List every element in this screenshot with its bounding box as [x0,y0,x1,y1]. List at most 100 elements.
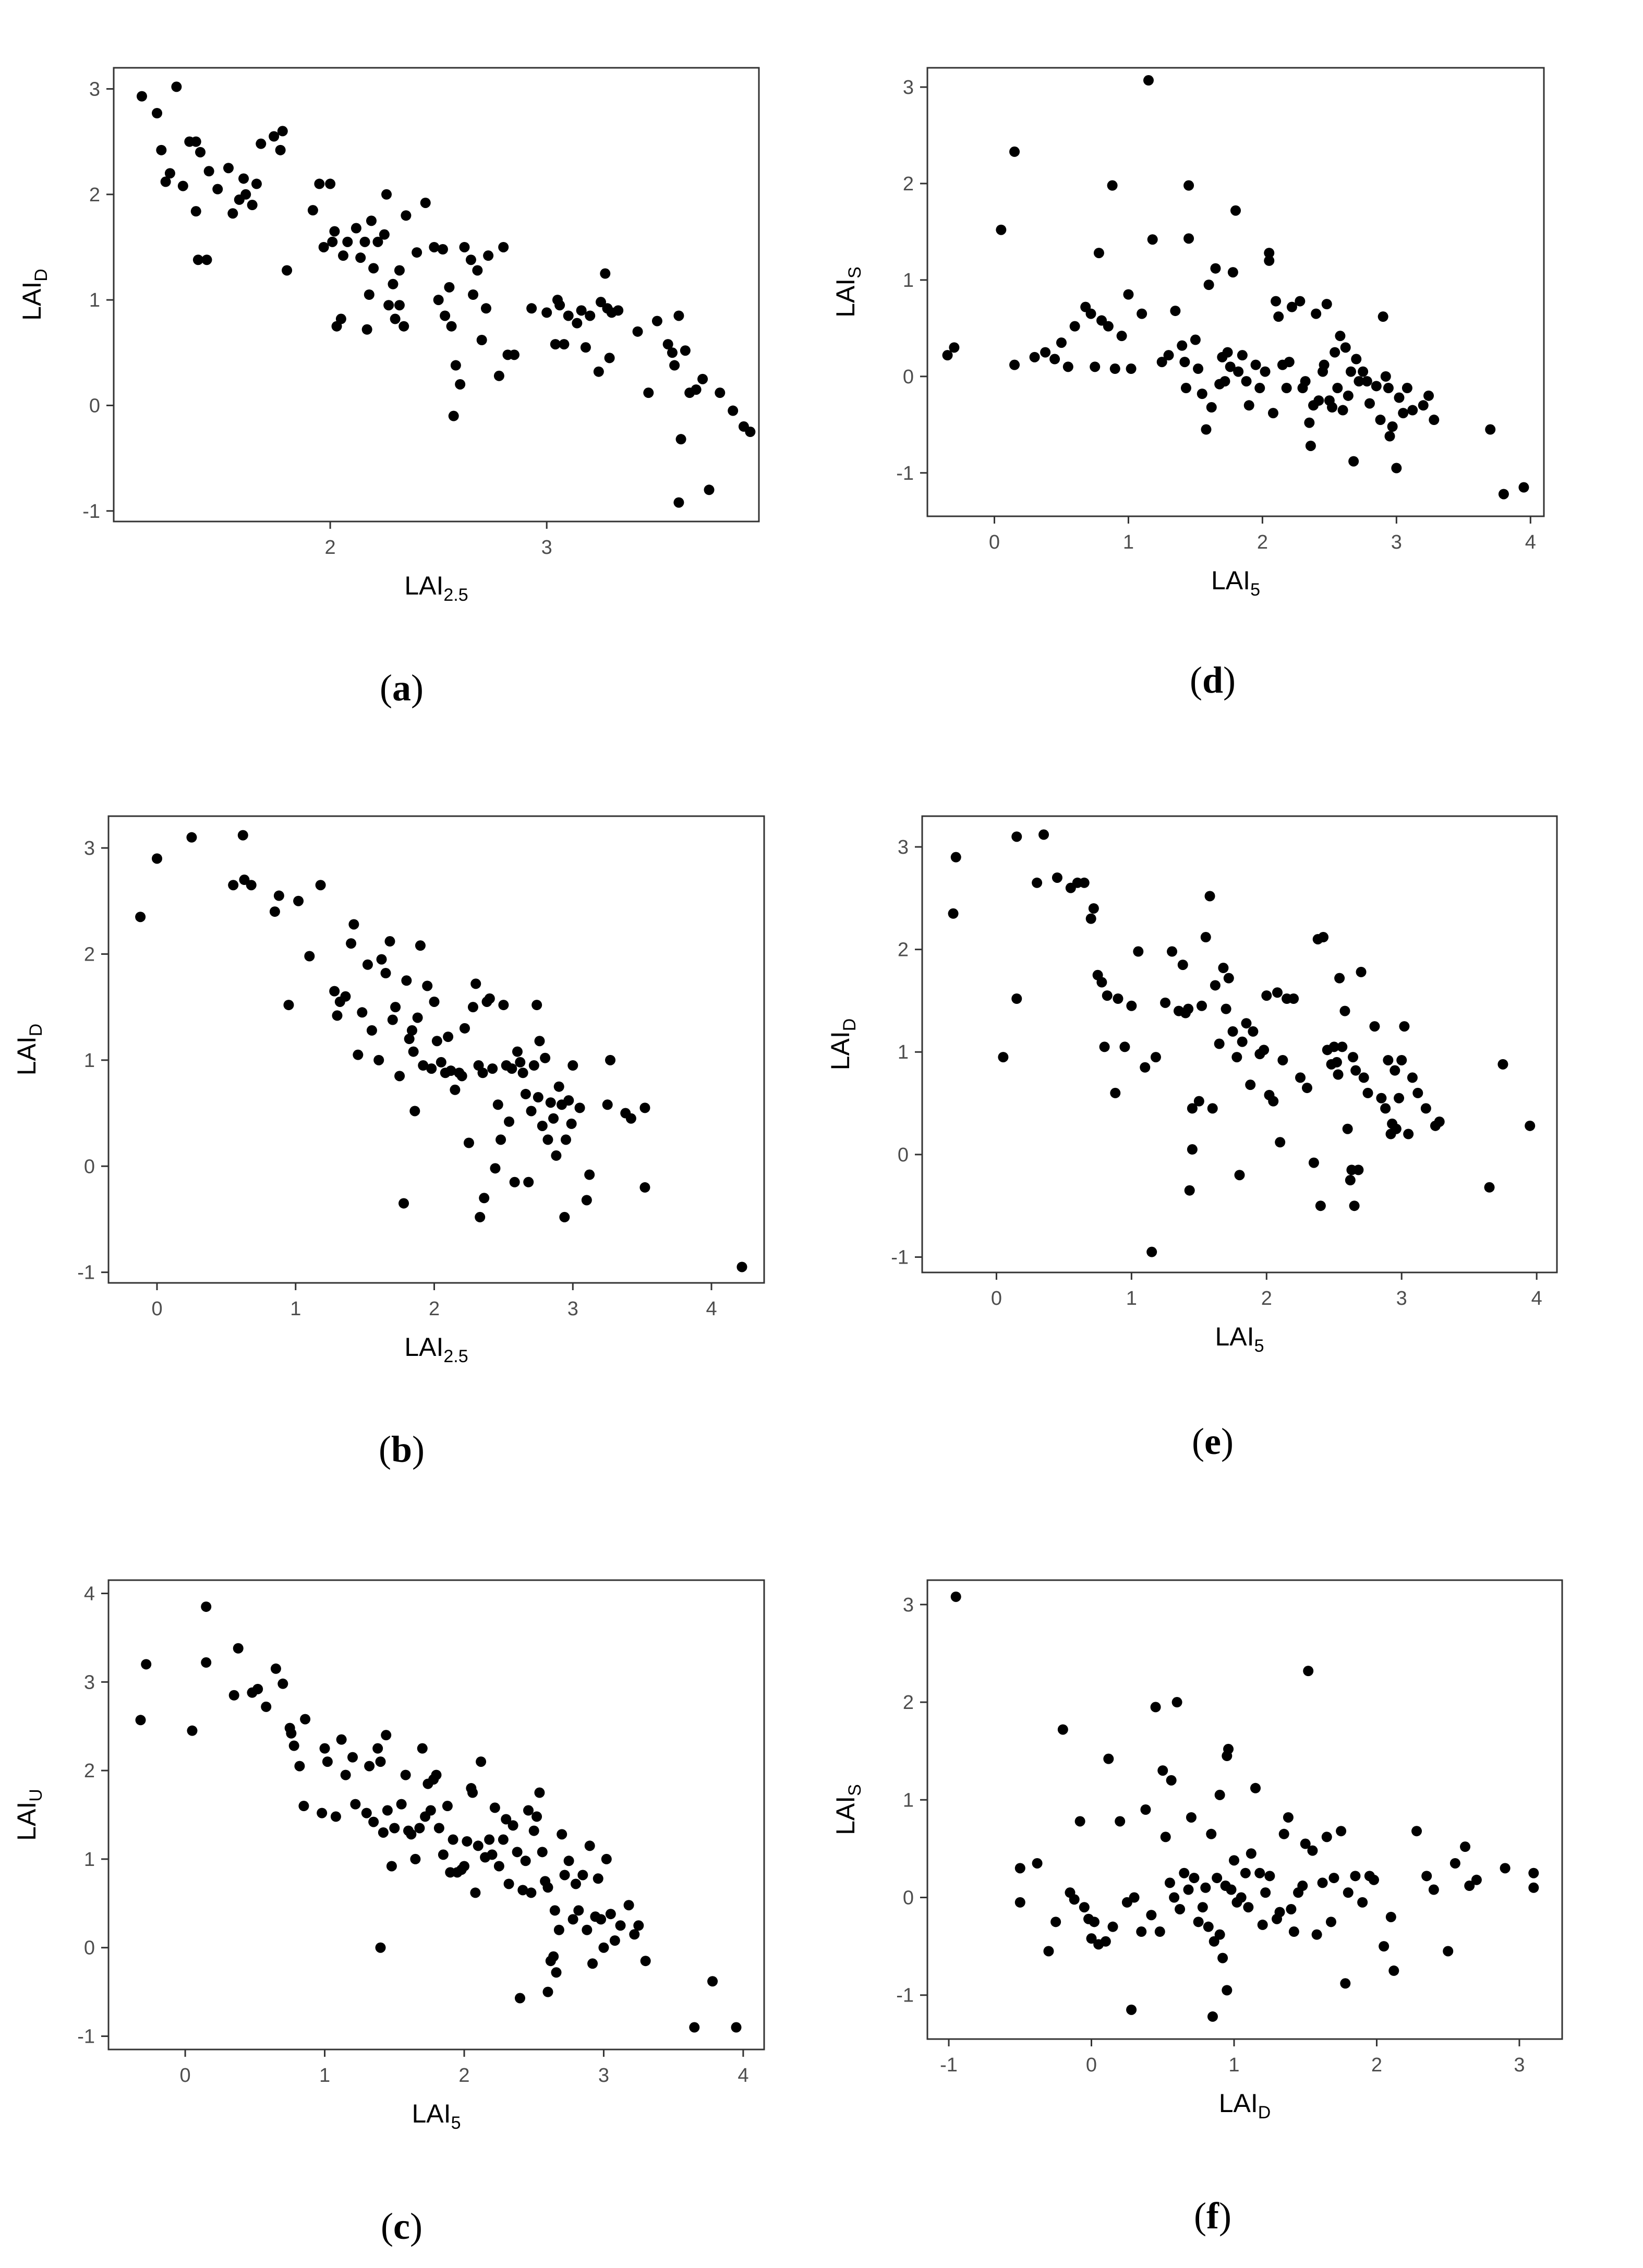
data-point [473,1840,484,1851]
data-point [431,1769,442,1780]
data-point [595,297,606,308]
data-point [1029,351,1040,362]
data-point [429,241,440,252]
panel-label-f: (f) [1194,2195,1231,2237]
x-tick-label: 1 [1126,1288,1137,1309]
data-point [1074,1816,1085,1827]
data-point [1345,366,1356,377]
data-point [1207,2011,1218,2022]
data-point [1115,1816,1126,1827]
data-point [1136,1926,1147,1937]
y-axis-title-sub: S [845,266,865,278]
data-point [433,1823,444,1834]
data-point [1140,1062,1151,1073]
data-point [480,303,491,314]
data-point [275,144,286,155]
data-point [487,1063,498,1074]
data-point [1038,829,1049,840]
data-point [1391,463,1402,474]
data-point [577,1870,588,1881]
y-tick-label: 2 [903,1692,914,1714]
data-point [1237,1036,1248,1047]
data-point [1328,1873,1339,1884]
data-point [1206,1828,1217,1839]
data-point [372,236,383,247]
data-point [443,1032,454,1042]
data-point [1183,180,1194,191]
y-tick-label: 1 [84,1050,95,1072]
data-point [551,1150,562,1161]
data-point [508,1820,518,1831]
data-point [1325,1917,1336,1927]
data-point [615,1920,626,1931]
data-point [1179,1867,1190,1878]
data-point [467,1787,478,1798]
data-point [1277,1054,1288,1065]
data-point [553,1081,564,1092]
panel-label-letter: e [1204,1421,1221,1462]
data-point [237,830,248,841]
data-point [1304,417,1315,428]
data-point [325,178,336,189]
data-point [1190,334,1201,345]
data-point [1113,993,1123,1004]
data-point [1337,1041,1348,1052]
data-point [1498,489,1509,500]
data-point [201,254,212,265]
data-point [643,387,654,398]
data-point [1340,1978,1351,1989]
data-point [596,1914,607,1925]
data-point [1333,1069,1344,1080]
data-point [1308,1157,1319,1168]
data-point [314,178,325,189]
data-point [528,1060,539,1071]
data-point [570,1878,581,1889]
data-point [376,954,387,965]
data-point [1398,408,1409,419]
data-point [574,1102,585,1113]
data-point [560,1134,571,1145]
data-point [604,353,615,363]
plot-frame [113,67,760,523]
data-point [273,890,284,901]
data-point [1234,1170,1245,1181]
data-point [514,1993,525,2004]
data-point [559,1870,570,1881]
data-point [422,980,433,991]
data-point [433,295,444,306]
data-point [1085,308,1096,319]
data-point [409,1106,420,1117]
data-point [406,1025,417,1036]
data-point [1231,1052,1242,1063]
data-point [1129,1892,1140,1903]
data-point [1133,946,1144,957]
data-point [1014,1897,1025,1908]
data-point [523,1805,534,1816]
y-tick-label: 1 [898,1041,909,1063]
data-point [355,252,366,263]
data-point [673,310,684,321]
data-point [342,236,353,247]
y-axis-title-sub: U [26,1789,46,1802]
y-tick-label: 2 [84,1760,95,1782]
y-axis-title-sub: D [31,269,51,282]
data-point [415,940,426,951]
data-point [1177,960,1188,971]
y-axis-title: LAIS [831,266,865,318]
data-point [1089,1917,1100,1927]
data-point [1221,1003,1231,1014]
data-point [462,1836,473,1847]
data-point [492,1099,503,1110]
data-point [327,236,338,247]
data-point [1407,1072,1418,1083]
x-tick-label: 3 [1514,2054,1525,2076]
data-point [551,1967,562,1978]
data-point [1200,1882,1211,1893]
data-point [506,1063,517,1074]
data-point [396,1799,407,1810]
data-point [1379,1941,1390,1952]
data-point [379,229,390,240]
y-axis-title-base: LAI [12,1036,41,1075]
data-point [293,895,304,906]
y-tick-label: -1 [896,1985,914,2007]
